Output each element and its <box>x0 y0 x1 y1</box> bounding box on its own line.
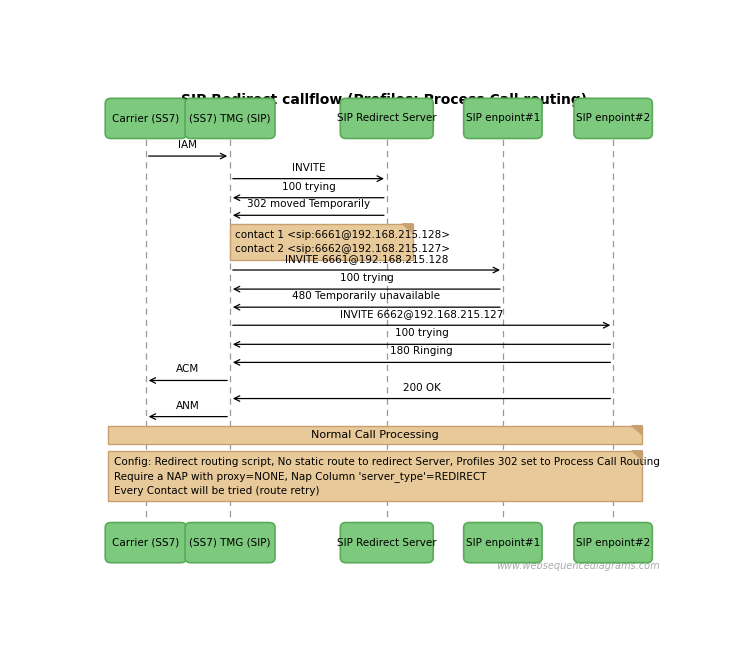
Text: Carrier (SS7): Carrier (SS7) <box>112 538 180 548</box>
Text: (SS7) TMG (SIP): (SS7) TMG (SIP) <box>189 538 271 548</box>
FancyBboxPatch shape <box>108 451 642 501</box>
FancyBboxPatch shape <box>574 98 652 138</box>
Text: SIP enpoint#2: SIP enpoint#2 <box>576 113 650 123</box>
Text: Carrier (SS7): Carrier (SS7) <box>112 113 180 123</box>
FancyBboxPatch shape <box>105 522 187 563</box>
Text: INVITE 6661@192.168.215.128: INVITE 6661@192.168.215.128 <box>285 254 448 264</box>
Text: Config: Redirect routing script, No static route to redirect Server, Profiles 30: Config: Redirect routing script, No stat… <box>114 457 660 496</box>
Text: SIP enpoint#2: SIP enpoint#2 <box>576 538 650 548</box>
Polygon shape <box>631 451 642 460</box>
Polygon shape <box>631 426 642 435</box>
Text: ACM: ACM <box>176 364 199 374</box>
FancyBboxPatch shape <box>340 522 433 563</box>
FancyBboxPatch shape <box>574 522 652 563</box>
FancyBboxPatch shape <box>108 426 642 444</box>
Text: 200 OK: 200 OK <box>403 383 440 393</box>
Text: SIP Redirect callflow (Profiles: Process Call routing): SIP Redirect callflow (Profiles: Process… <box>181 93 587 108</box>
Text: 100 trying: 100 trying <box>339 273 393 283</box>
Text: Normal Call Processing: Normal Call Processing <box>312 430 439 439</box>
Text: INVITE 6662@192.168.215.127: INVITE 6662@192.168.215.127 <box>340 309 503 319</box>
FancyBboxPatch shape <box>185 98 275 138</box>
Text: (SS7) TMG (SIP): (SS7) TMG (SIP) <box>189 113 271 123</box>
Text: IAM: IAM <box>178 140 198 150</box>
Text: contact 1 <sip:6661@192.168.215.128>
contact 2 <sip:6662@192.168.215.127>: contact 1 <sip:6661@192.168.215.128> con… <box>234 230 449 254</box>
Text: SIP Redirect Server: SIP Redirect Server <box>337 538 437 548</box>
Text: ANM: ANM <box>176 400 200 411</box>
Text: 180 Ringing: 180 Ringing <box>390 346 453 357</box>
Text: INVITE: INVITE <box>291 162 325 173</box>
Text: 302 moved Temporarily: 302 moved Temporarily <box>247 200 370 209</box>
FancyBboxPatch shape <box>105 98 187 138</box>
FancyBboxPatch shape <box>464 98 542 138</box>
Text: SIP enpoint#1: SIP enpoint#1 <box>466 538 540 548</box>
Text: www.websequencediagrams.com: www.websequencediagrams.com <box>496 561 660 571</box>
FancyBboxPatch shape <box>185 522 275 563</box>
Text: SIP Redirect Server: SIP Redirect Server <box>337 113 437 123</box>
Text: SIP enpoint#1: SIP enpoint#1 <box>466 113 540 123</box>
Text: 100 trying: 100 trying <box>282 182 336 192</box>
Text: 100 trying: 100 trying <box>395 329 449 338</box>
FancyBboxPatch shape <box>230 224 413 260</box>
Text: 480 Temporarily unavailable: 480 Temporarily unavailable <box>292 291 440 301</box>
FancyBboxPatch shape <box>340 98 433 138</box>
Polygon shape <box>402 224 413 233</box>
FancyBboxPatch shape <box>464 522 542 563</box>
